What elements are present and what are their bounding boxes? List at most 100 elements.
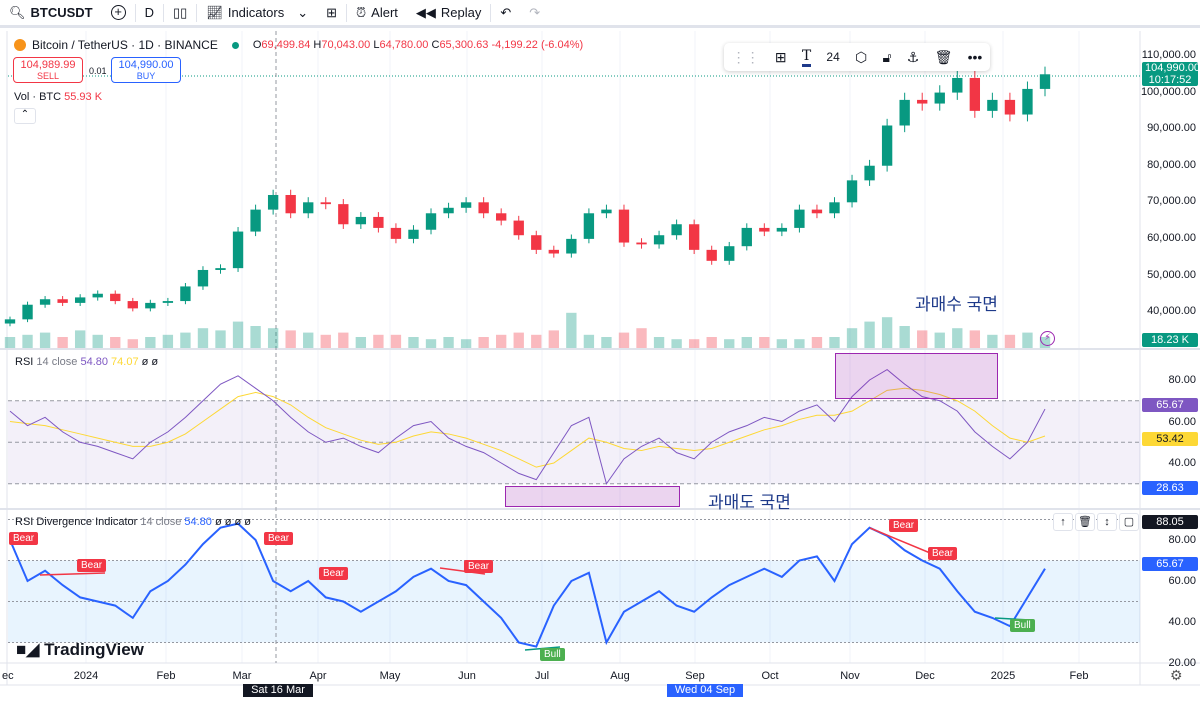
redo-icon: ↷ [529, 4, 541, 20]
alert-button[interactable]: ⏰︎ Alert [356, 4, 398, 21]
volume-bar [934, 332, 945, 348]
low-value: 64,780.00 [379, 39, 429, 51]
candle-body [232, 231, 244, 269]
volume-bar [846, 328, 858, 348]
bear-label: Bear [889, 519, 919, 532]
rsi-line [9, 369, 1046, 485]
overbought-annotation[interactable]: 과매수 국면 [915, 295, 998, 314]
rsi-params: 14 close [36, 356, 78, 368]
current-price: 104,990.00 [1145, 62, 1200, 74]
candle-body [285, 194, 296, 214]
volume-bar [162, 334, 174, 348]
collapse-pane-button[interactable]: ↕ [1097, 513, 1117, 531]
candle-body [373, 216, 384, 228]
template-icon[interactable]: ⊞ [774, 48, 787, 65]
text-color-icon[interactable]: T [801, 48, 812, 67]
settings-hex-icon[interactable]: ⬡ [854, 48, 868, 65]
selected-date-label: Wed 04 Sep '24 [667, 684, 743, 709]
volume-bar [618, 332, 630, 348]
volume-bar [899, 326, 910, 348]
candle-body [969, 77, 981, 111]
volume-legend: Vol · BTC 55.93 K [14, 91, 102, 103]
rsi-na: ø ø [141, 356, 159, 368]
volume-bar [215, 330, 226, 348]
overbought-box[interactable] [835, 353, 998, 399]
compare-button[interactable]: + [102, 0, 135, 27]
templates-button[interactable]: ⊞ [317, 0, 346, 27]
volume-bar [92, 334, 103, 348]
volume-bar [583, 334, 595, 348]
candle-body [74, 297, 86, 303]
time-tick: Aug [610, 670, 630, 682]
drag-handle-icon[interactable]: ⋮⋮ [731, 48, 760, 65]
candle-body [1022, 88, 1033, 115]
indicator-tick: 60.00 [1168, 416, 1196, 428]
price-tick: 50,000.00 [1147, 268, 1196, 281]
move-up-button[interactable]: ↑ [1053, 513, 1073, 531]
time-tick: Jul [534, 670, 550, 682]
volume-bar [917, 330, 928, 348]
rsi-ma-line [9, 387, 1046, 468]
candle-body [566, 238, 577, 254]
chart-type-button[interactable]: ▯▯ [164, 0, 196, 27]
bear-label: Bear [319, 567, 349, 580]
symbol-search[interactable]: 🔍︎ BTCUSDT [9, 4, 93, 21]
candle-body [794, 209, 805, 228]
lightning-icon[interactable]: ⚡︎ [1040, 331, 1055, 346]
divider [490, 3, 492, 22]
volume-bar [39, 332, 51, 348]
font-size-button[interactable]: 24 [826, 50, 840, 64]
time-tick: Oct [761, 670, 779, 682]
tradingview-logo[interactable]: ■◢ TradingView [16, 640, 144, 659]
delete-pane-button[interactable]: 🗑︎ [1075, 513, 1095, 531]
candle-body [460, 202, 472, 208]
vol-label: Vol · BTC [14, 91, 62, 103]
buy-button[interactable]: 104,990.00 BUY [111, 57, 181, 83]
candle-body [355, 216, 367, 225]
price-tick: 110,000.00 [1141, 49, 1196, 61]
price-tick: 60,000.00 [1147, 232, 1196, 244]
divider [134, 3, 136, 22]
candles-icon: ▯▯ [173, 4, 188, 20]
volume-bar [338, 332, 349, 348]
undo-icon: ↶ [500, 4, 512, 20]
settings-icon[interactable]: ⚙︎ [1170, 667, 1183, 683]
interval-button[interactable]: D [144, 5, 155, 20]
bear-label: Bear [928, 547, 958, 560]
bear-label: Bear [264, 532, 294, 545]
drawing-toolbar: ⋮⋮ ⊞ T 24 ⬡ 🔓︎ ⚓︎ 🗑︎ ••• [724, 43, 990, 71]
divider [346, 3, 348, 22]
crosshair-date-label: Sat 16 Mar '24 [243, 684, 313, 709]
volume-bar [250, 326, 261, 348]
sell-button[interactable]: 104,989.99 SELL [13, 57, 83, 83]
time-tick: ec [2, 670, 14, 682]
anchor-icon[interactable]: ⚓︎ [906, 48, 920, 65]
rsi-legend: RSI 14 close 54.80 74.07 ø ø [15, 356, 158, 368]
candle-body [829, 202, 840, 214]
undo-button[interactable]: ↶ [491, 0, 520, 27]
chart-canvas[interactable] [0, 31, 1200, 697]
lock-icon[interactable]: 🔓︎ [882, 48, 892, 65]
oversold-annotation[interactable]: 과매도 국면 [708, 493, 791, 512]
price-tick: 80,000.00 [1147, 158, 1196, 171]
trash-icon[interactable]: 🗑︎ [934, 48, 953, 65]
candle-body [215, 268, 226, 270]
price-tick: 100,000.00 [1140, 85, 1196, 98]
candle-body [162, 301, 174, 303]
oversold-box[interactable] [505, 486, 680, 507]
replay-button[interactable]: ◀◀ Replay [415, 4, 482, 21]
redo-button[interactable]: ↷ [520, 0, 549, 27]
collapse-legend-button[interactable]: ⌃ [14, 108, 36, 124]
indicators-button[interactable]: 📈︎ Indicators ⌄ [206, 4, 309, 21]
bar-countdown: 10:17:52 [1148, 74, 1192, 86]
candle-body [618, 209, 630, 243]
bear-divergence-line [439, 567, 486, 575]
sell-price: 104,989.99 [20, 59, 76, 71]
maximize-pane-button[interactable]: ▢ [1119, 513, 1139, 531]
more-icon[interactable]: ••• [967, 49, 983, 65]
volume-bar [811, 337, 823, 348]
rsi-label: RSI [15, 356, 34, 368]
volume-bar [759, 337, 770, 348]
time-tick: Dec [915, 670, 935, 682]
volume-bar [22, 334, 33, 348]
